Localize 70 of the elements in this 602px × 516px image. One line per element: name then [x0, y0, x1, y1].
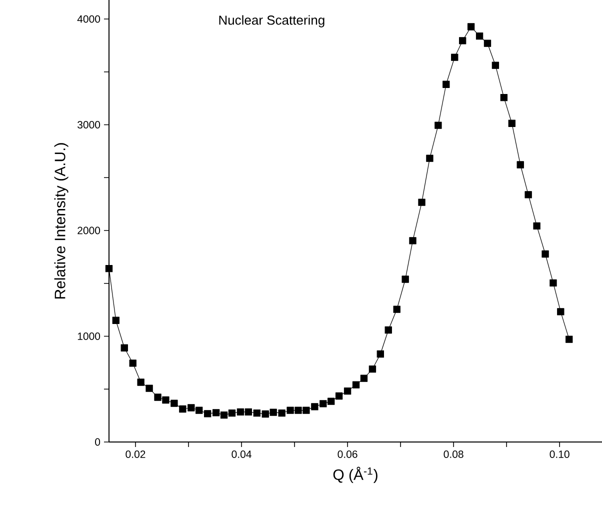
point	[137, 378, 144, 386]
point	[105, 264, 113, 272]
point	[129, 360, 136, 367]
point	[402, 276, 409, 283]
point	[550, 279, 557, 287]
point	[320, 400, 327, 408]
point	[212, 409, 220, 416]
point	[294, 406, 302, 414]
y-tick-label: 1000	[78, 332, 100, 340]
x-tick-label: 0.08	[444, 450, 464, 458]
point	[196, 406, 203, 414]
point	[524, 191, 532, 198]
point	[467, 23, 475, 30]
point	[253, 409, 260, 417]
point	[120, 344, 128, 352]
point	[179, 405, 186, 413]
x-tick-label: 0.06	[338, 450, 358, 458]
point	[442, 80, 450, 88]
point	[311, 403, 318, 410]
x-tick-label: 0.04	[232, 450, 252, 458]
point	[170, 400, 178, 407]
point	[146, 384, 153, 392]
point	[228, 409, 236, 417]
point	[451, 54, 458, 61]
y-tick-label: 3000	[78, 121, 100, 128]
point	[418, 198, 426, 206]
point	[270, 408, 277, 416]
point	[335, 392, 343, 400]
point	[286, 406, 294, 414]
point	[188, 404, 195, 412]
y-tick-label: 2000	[78, 226, 100, 234]
point	[533, 222, 540, 230]
point	[162, 396, 170, 404]
point	[360, 374, 368, 382]
point	[204, 410, 212, 418]
point	[484, 40, 492, 47]
x-axis-title: Q (Å$^{-1}$)	[333, 466, 378, 483]
point	[393, 306, 400, 313]
point	[302, 406, 310, 414]
point	[236, 408, 244, 416]
point	[557, 308, 564, 316]
y-tick-label: 4000	[77, 15, 100, 23]
point	[458, 37, 466, 44]
point	[476, 32, 484, 40]
point	[508, 120, 516, 127]
point	[384, 326, 392, 334]
point	[368, 365, 376, 373]
x-tick-label: 0.10	[550, 450, 570, 458]
point	[220, 411, 228, 419]
point	[352, 381, 360, 388]
point	[492, 62, 500, 69]
point	[344, 387, 352, 395]
y-axis-title: Relative Intensity (A.U.)	[54, 143, 68, 299]
point	[409, 237, 416, 244]
point	[500, 94, 508, 102]
point	[112, 316, 120, 324]
point	[328, 398, 335, 405]
point	[516, 161, 524, 168]
x-tick-label: 0.02	[126, 450, 146, 458]
point	[262, 410, 269, 418]
point	[426, 154, 434, 162]
point	[566, 336, 573, 343]
text: Nuclear Scattering	[219, 15, 324, 28]
point	[376, 350, 384, 358]
point	[154, 394, 162, 401]
point	[542, 250, 549, 258]
point	[434, 122, 442, 129]
point	[278, 409, 286, 417]
point	[244, 408, 252, 416]
y-tick-label: 0	[95, 438, 100, 446]
